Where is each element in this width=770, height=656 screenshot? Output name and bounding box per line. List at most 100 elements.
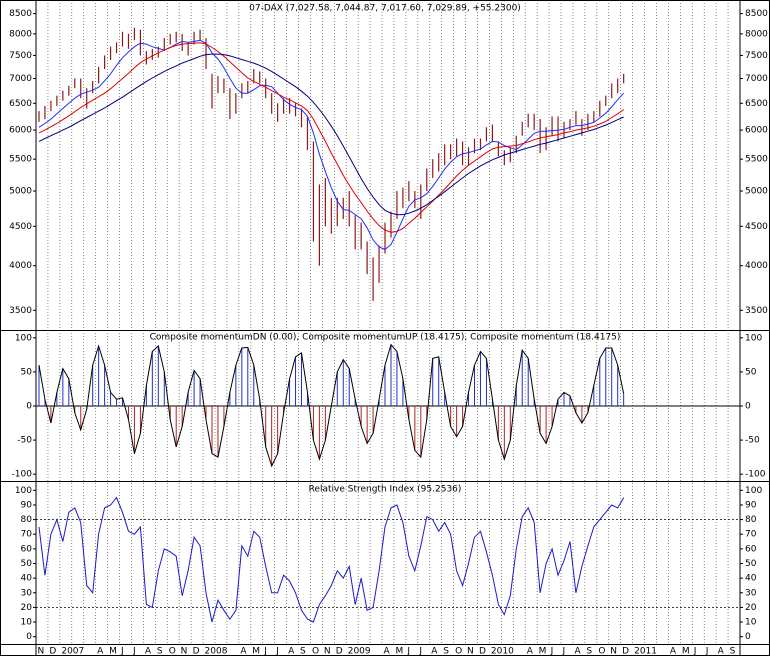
x-tick-label: S <box>157 647 163 656</box>
x-tick-label: M <box>539 647 547 656</box>
y-tick-label: 100 <box>15 486 32 496</box>
x-tick-label: J <box>132 647 136 656</box>
y-tick-label-right: 50 <box>745 559 757 569</box>
x-tick-label: D <box>622 647 629 656</box>
y-tick-label: 80 <box>21 515 33 525</box>
x-tick-label: S <box>300 647 306 656</box>
x-tick-label: A <box>670 647 677 656</box>
x-tick-label: A <box>527 647 534 656</box>
x-tick-label: J <box>550 647 554 656</box>
x-tick-label: A <box>145 647 152 656</box>
x-tick-label: D <box>193 647 200 656</box>
x-tick-label: S <box>730 647 736 656</box>
x-tick-label: D <box>336 647 343 656</box>
x-tick-label: J <box>705 647 709 656</box>
y-tick-label: 50 <box>21 367 33 377</box>
y-tick-label: 5000 <box>9 187 32 197</box>
x-tick-label: J <box>263 647 267 656</box>
x-tick-label: J <box>693 647 697 656</box>
y-tick-label: 20 <box>21 603 33 613</box>
y-tick-label-right: 20 <box>745 603 757 613</box>
y-tick-label-right: 8000 <box>745 29 768 39</box>
x-tick-label: A <box>718 647 725 656</box>
y-tick-label: 40 <box>21 574 33 584</box>
x-tick-label: 2007 <box>61 647 84 656</box>
x-tick-label: O <box>169 647 176 656</box>
x-tick-label: N <box>181 647 188 656</box>
y-tick-label-right: 100 <box>745 486 762 496</box>
x-tick-label: A <box>431 647 438 656</box>
x-tick-label: N <box>38 647 45 656</box>
x-tick-label: O <box>455 647 462 656</box>
x-tick-label: M <box>252 647 260 656</box>
x-tick-label: S <box>443 647 449 656</box>
panel-title: 07-DAX (7,027.58, 7,044.87, 7,017.60, 7,… <box>249 4 521 14</box>
rsi-line <box>38 496 625 623</box>
y-tick-label: 6500 <box>9 99 32 109</box>
y-tick-label-right: 4000 <box>745 261 768 271</box>
y-tick-label-right: 7000 <box>745 74 768 84</box>
x-tick-label: J <box>418 647 422 656</box>
x-tick-label: J <box>120 647 124 656</box>
y-tick-label: 50 <box>21 559 33 569</box>
moving-average <box>38 39 625 250</box>
x-tick-label: M <box>109 647 117 656</box>
y-tick-label: 90 <box>21 500 33 510</box>
y-tick-label: 70 <box>21 530 33 540</box>
y-tick-label: -50 <box>17 436 32 446</box>
panel-title: Composite momentumDN (0.00), Composite m… <box>150 333 621 343</box>
y-tick-label: 6000 <box>9 126 32 136</box>
x-tick-label: A <box>288 647 295 656</box>
x-tick-label: M <box>682 647 690 656</box>
x-tick-label: J <box>406 647 410 656</box>
y-tick-label-right: 50 <box>745 367 757 377</box>
y-tick-label: 4000 <box>9 261 32 271</box>
x-tick-label: N <box>610 647 617 656</box>
y-tick-label: 0 <box>26 632 32 642</box>
y-tick-label-right: 0 <box>745 402 751 412</box>
y-tick-label: 7000 <box>9 74 32 84</box>
x-tick-label: 2010 <box>491 647 514 656</box>
y-tick-label: 8000 <box>9 29 32 39</box>
y-tick-label: -100 <box>12 470 33 480</box>
moving-average <box>38 42 624 233</box>
y-tick-label: 8500 <box>9 9 32 19</box>
x-tick-label: A <box>240 647 247 656</box>
x-tick-label: A <box>384 647 391 656</box>
x-tick-label: J <box>562 647 566 656</box>
panel-title: Relative Strength Index (95.2536) <box>309 485 462 495</box>
x-tick-label: M <box>395 647 403 656</box>
y-tick-label-right: -100 <box>745 470 766 480</box>
x-tick-label: 2011 <box>634 647 657 656</box>
y-tick-label-right: 90 <box>745 500 757 510</box>
y-tick-label-right: 10 <box>745 618 757 628</box>
y-tick-label-right: 60 <box>745 544 757 554</box>
x-tick-label: D <box>479 647 486 656</box>
y-tick-label-right: 5500 <box>745 155 768 165</box>
y-tick-label: 3500 <box>9 306 32 316</box>
y-tick-label: 30 <box>21 588 33 598</box>
y-tick-label: 0 <box>26 402 32 412</box>
x-tick-label: O <box>312 647 319 656</box>
y-tick-label: 100 <box>15 333 32 343</box>
x-tick-label: 2008 <box>205 647 228 656</box>
y-tick-label-right: 6500 <box>745 99 768 109</box>
x-tick-label: O <box>598 647 605 656</box>
x-tick-label: N <box>467 647 474 656</box>
y-tick-label-right: 80 <box>745 515 757 525</box>
x-tick-label: N <box>324 647 331 656</box>
y-tick-label-right: 70 <box>745 530 757 540</box>
x-tick-label: A <box>574 647 581 656</box>
y-tick-label: 4500 <box>9 222 32 232</box>
x-tick-label: D <box>49 647 56 656</box>
moving-average <box>38 53 624 216</box>
y-tick-label: 60 <box>21 544 33 554</box>
x-tick-label: J <box>275 647 279 656</box>
y-tick-label: 7500 <box>9 51 32 61</box>
x-tick-label: A <box>97 647 104 656</box>
y-tick-label: 5500 <box>9 155 32 165</box>
y-tick-label-right: 6000 <box>745 126 768 136</box>
